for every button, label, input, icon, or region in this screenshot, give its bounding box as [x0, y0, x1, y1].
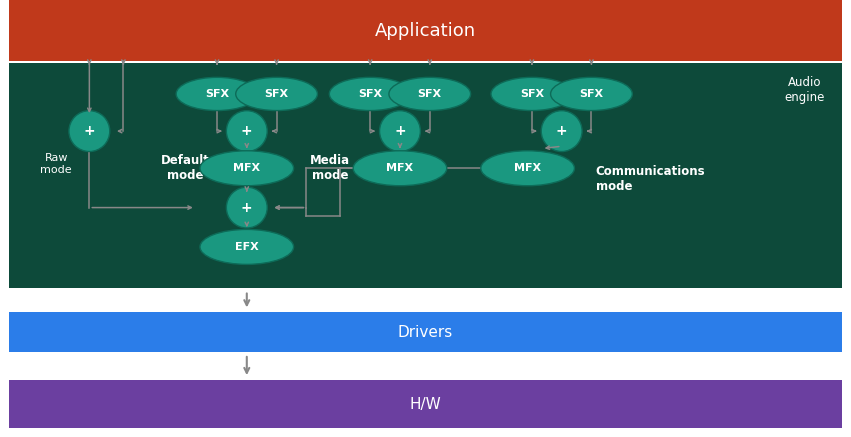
Text: SFX: SFX [418, 89, 442, 99]
Text: EFX: EFX [235, 242, 259, 252]
Text: Audio
engine: Audio engine [784, 76, 825, 104]
Text: SFX: SFX [205, 89, 229, 99]
Ellipse shape [200, 151, 294, 186]
Text: MFX: MFX [233, 163, 260, 173]
Text: MFX: MFX [386, 163, 414, 173]
Text: Media
mode: Media mode [310, 154, 351, 182]
Text: Default
mode: Default mode [161, 154, 210, 182]
Ellipse shape [200, 229, 294, 264]
Ellipse shape [551, 77, 632, 111]
Text: Raw
mode: Raw mode [40, 153, 72, 175]
Ellipse shape [491, 77, 573, 111]
Ellipse shape [226, 187, 267, 228]
Text: SFX: SFX [520, 89, 544, 99]
Ellipse shape [481, 151, 574, 186]
FancyBboxPatch shape [9, 0, 842, 61]
FancyBboxPatch shape [9, 380, 842, 428]
Ellipse shape [541, 111, 582, 152]
Ellipse shape [389, 77, 471, 111]
Text: SFX: SFX [580, 89, 603, 99]
Ellipse shape [236, 77, 317, 111]
Text: +: + [394, 124, 406, 138]
Text: SFX: SFX [265, 89, 288, 99]
FancyBboxPatch shape [9, 312, 842, 352]
Text: Application: Application [375, 21, 476, 40]
Text: Communications
mode: Communications mode [596, 165, 705, 193]
Text: +: + [241, 124, 253, 138]
FancyBboxPatch shape [9, 63, 842, 288]
Ellipse shape [353, 151, 447, 186]
Ellipse shape [176, 77, 258, 111]
Text: MFX: MFX [514, 163, 541, 173]
Ellipse shape [329, 77, 411, 111]
Ellipse shape [380, 111, 420, 152]
Text: SFX: SFX [358, 89, 382, 99]
Text: +: + [556, 124, 568, 138]
Text: H/W: H/W [409, 397, 442, 412]
Text: Drivers: Drivers [398, 325, 453, 340]
Ellipse shape [69, 111, 110, 152]
Text: +: + [83, 124, 95, 138]
Ellipse shape [226, 111, 267, 152]
Text: +: + [241, 201, 253, 215]
